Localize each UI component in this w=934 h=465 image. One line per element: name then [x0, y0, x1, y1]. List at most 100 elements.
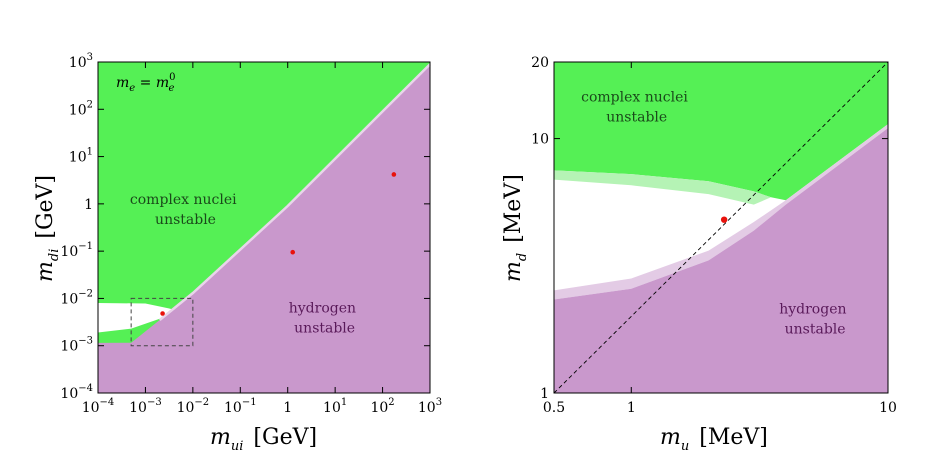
left-x-tick-exp: −1: [242, 397, 257, 408]
left-y-tick-label: 103: [69, 52, 93, 71]
left-x-tick-base: 1: [283, 400, 292, 416]
left-zoom-box: [130, 297, 194, 347]
annotation-lhs: m: [116, 75, 129, 91]
left-x-tick-exp: 2: [388, 397, 394, 408]
left-annotation-me: me = m0 e: [116, 72, 176, 94]
left-x-tick-label: 1: [283, 400, 292, 416]
left-quark-mass-point: [160, 311, 165, 316]
left-x-tick-base: 10: [323, 400, 341, 416]
right-label-hydrogen-line2: unstable: [785, 322, 846, 338]
right-label-hydrogen-line1: hydrogen: [779, 302, 846, 318]
left-x-tick-base: 10: [370, 400, 388, 416]
left-y-tick-base: 10: [60, 339, 78, 355]
left-label-complex-nuclei: complex nuclei unstable: [130, 192, 241, 228]
left-y-tick-base: 10: [69, 102, 87, 118]
left-xlabel-main: m: [210, 425, 231, 450]
left-label-complex-nuclei-line2: unstable: [155, 212, 216, 228]
right-x-tick-label: 0.5: [543, 400, 565, 416]
left-y-axis-label: mdi [GeV]: [33, 175, 62, 282]
right-y-tick-base: 10: [531, 132, 549, 148]
right-complex-nuclei-region: [554, 62, 888, 201]
left-y-tick-exp: −3: [78, 336, 93, 347]
right-label-hydrogen: hydrogen unstable: [779, 302, 851, 338]
left-y-tick-exp: −2: [78, 288, 93, 299]
left-y-tick-base: 10: [60, 244, 78, 260]
left-x-tick-label: 10−2: [177, 397, 210, 416]
left-y-tick-exp: −1: [78, 241, 93, 252]
left-y-tick-exp: −4: [78, 383, 93, 394]
right-y-axis-label: md [MeV]: [501, 174, 530, 282]
annotation-rhs-sub: e: [169, 83, 175, 94]
left-label-complex-nuclei-line1: complex nuclei: [130, 192, 237, 208]
left-y-tick-label: 1: [84, 197, 93, 213]
annotation-rhs-sup: 0: [169, 72, 175, 83]
left-y-tick-base: 10: [69, 55, 87, 71]
right-label-complex-nuclei-line2: unstable: [606, 109, 667, 125]
left-x-tick-exp: −3: [147, 397, 162, 408]
left-y-tick-base: 10: [60, 291, 78, 307]
left-x-tick-exp: 3: [436, 397, 442, 408]
left-x-tick-base: 10: [418, 400, 436, 416]
right-xlabel-unit: [MeV]: [699, 425, 768, 450]
right-label-complex-nuclei-line1: complex nuclei: [581, 89, 688, 105]
right-hydrogen-unstable-region: [554, 128, 888, 393]
annotation-eq: =: [135, 75, 156, 91]
left-x-tick-base: 10: [224, 400, 242, 416]
left-y-tick-label: 10−3: [60, 336, 93, 355]
right-ylabel-sub: d: [515, 253, 530, 261]
annotation-lhs-sub: e: [129, 83, 135, 94]
right-y-tick-base: 1: [540, 386, 549, 402]
right-ylabel-unit: [MeV]: [501, 174, 526, 243]
right-xlabel-main: m: [660, 425, 681, 450]
left-y-tick-label: 10−4: [60, 383, 93, 402]
left-x-axis-label: mui [GeV]: [210, 425, 317, 454]
right-y-tick-label: 10: [531, 132, 549, 148]
right-complex-nuclei-uncertainty-band: [554, 170, 771, 205]
left-x-tick-exp: −2: [194, 397, 209, 408]
left-x-tick-base: 10: [82, 400, 100, 416]
left-label-hydrogen-line1: hydrogen: [289, 301, 356, 317]
left-x-tick-label: 10−4: [82, 397, 115, 416]
left-x-tick-label: 10−1: [224, 397, 257, 416]
right-x-tick-label: 1: [627, 400, 636, 416]
left-label-hydrogen: hydrogen unstable: [289, 301, 361, 337]
left-quark-mass-point: [290, 249, 296, 255]
left-x-tick-exp: −4: [100, 397, 115, 408]
right-x-tick-base: 1: [627, 400, 636, 416]
right-x-tick-label: 10: [879, 400, 897, 416]
left-y-tick-label: 10−1: [60, 241, 93, 260]
right-x-tick-base: 0.5: [543, 400, 565, 416]
right-diagonal-line: [553, 61, 889, 394]
left-x-tick-label: 102: [370, 397, 394, 416]
left-white-allowed-region: [98, 303, 179, 333]
left-xlabel-sub: ui: [231, 439, 244, 454]
left-xlabel-unit: [GeV]: [253, 425, 317, 450]
left-ylabel-main: m: [33, 261, 58, 282]
left-y-tick-label: 10−2: [60, 288, 93, 307]
left-quark-mass-point: [391, 172, 397, 177]
left-x-tick-exp: 1: [341, 397, 347, 408]
left-y-tick-exp: 1: [87, 147, 93, 158]
left-y-tick-base: 10: [60, 386, 78, 402]
right-y-tick-label: 20: [531, 55, 549, 71]
right-quark-mass-point: [720, 216, 728, 223]
right-y-tick-base: 20: [531, 55, 549, 71]
annotation-rhs: m: [156, 75, 169, 91]
left-y-tick-base: 10: [69, 150, 87, 166]
right-label-complex-nuclei: complex nuclei unstable: [581, 89, 692, 125]
left-x-tick-label: 103: [418, 397, 442, 416]
right-plot-frame: [553, 61, 889, 394]
left-chart: 10−4 10−3 10−2 10−1 1 101 102 10310−410−310−210…: [33, 52, 442, 454]
left-ylabel-sub: di: [47, 249, 62, 261]
right-x-tick-base: 10: [879, 400, 897, 416]
left-y-tick-label: 101: [69, 147, 93, 166]
right-ylabel-main: m: [501, 261, 526, 282]
left-x-tick-base: 10: [129, 400, 147, 416]
left-x-tick-label: 101: [323, 397, 347, 416]
right-xlabel-sub: u: [681, 439, 689, 454]
left-x-tick-label: 10−3: [129, 397, 162, 416]
left-plot-frame: [97, 61, 431, 394]
left-x-tick-base: 10: [177, 400, 195, 416]
